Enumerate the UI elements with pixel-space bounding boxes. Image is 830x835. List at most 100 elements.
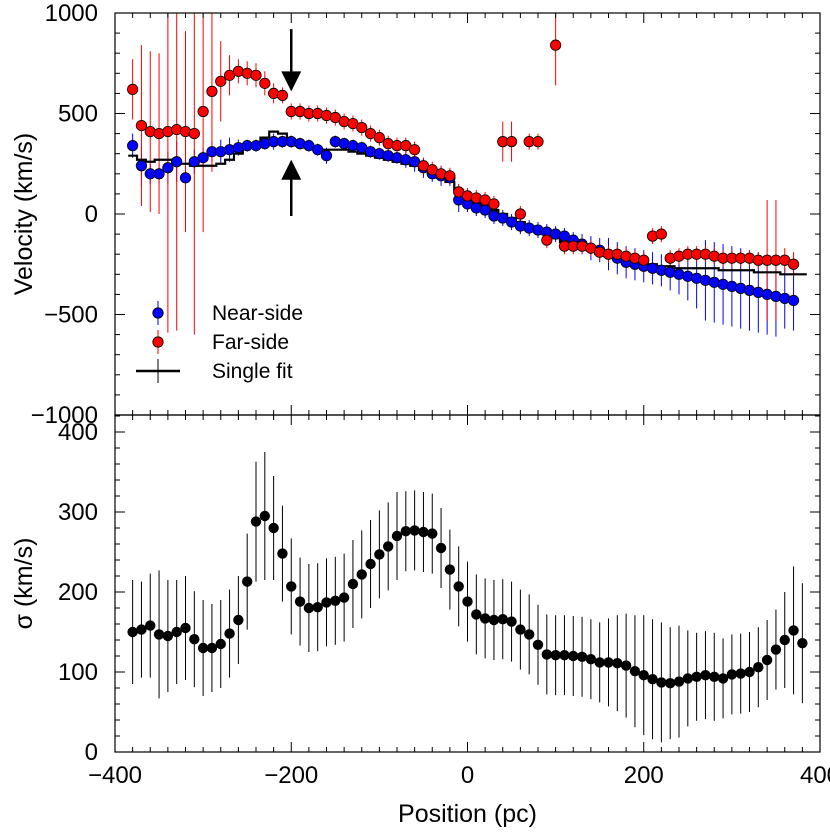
point-sigma (294, 596, 306, 607)
point-sigma (770, 644, 782, 655)
point-sigma (594, 657, 605, 668)
point-far-side (197, 105, 209, 118)
y-tick-label-bottom: 200 (58, 579, 98, 606)
point-far-side (787, 258, 800, 270)
point-sigma (303, 602, 315, 614)
point-sigma (691, 671, 702, 682)
point-sigma (277, 548, 288, 559)
point-sigma (418, 526, 429, 538)
point-near-side (162, 162, 174, 174)
point-near-side (197, 152, 209, 164)
point-sigma (735, 668, 746, 679)
point-sigma (603, 657, 614, 668)
point-sigma (409, 525, 420, 536)
point-sigma (779, 634, 790, 646)
point-sigma (241, 576, 253, 587)
point-sigma (541, 649, 553, 660)
point-sigma (753, 662, 764, 673)
top-panel-marks (127, 13, 807, 337)
point-far-side (356, 121, 368, 134)
point-near-side (153, 168, 165, 180)
point-sigma (250, 516, 262, 527)
point-sigma (612, 658, 623, 669)
point-sigma (215, 638, 226, 650)
point-far-side (550, 39, 562, 51)
point-sigma (559, 650, 570, 661)
point-sigma (444, 564, 456, 575)
point-far-side (505, 136, 518, 148)
point-sigma (153, 629, 165, 640)
x-tick-label: 0 (461, 762, 474, 789)
point-far-side (276, 89, 289, 102)
point-far-side (206, 85, 218, 97)
point-near-side (787, 294, 800, 307)
point-far-side (127, 83, 139, 95)
point-sigma (700, 670, 711, 681)
x-tick-label: −200 (264, 762, 318, 789)
point-sigma (568, 650, 579, 662)
point-sigma (523, 629, 535, 640)
legend-marker-far-side (152, 336, 164, 348)
point-sigma (506, 616, 517, 627)
point-far-side (373, 132, 385, 144)
point-far-side (444, 170, 456, 182)
point-sigma (664, 678, 676, 689)
point-sigma (233, 614, 244, 626)
point-sigma (312, 602, 323, 613)
point-sigma (717, 673, 729, 684)
point-sigma (347, 578, 359, 590)
point-sigma (171, 626, 182, 638)
point-sigma (656, 677, 667, 688)
x-axis-label: Position (pc) (398, 800, 537, 828)
point-far-side (541, 234, 553, 246)
point-near-side (320, 150, 333, 162)
x-tick-label: −400 (88, 762, 142, 789)
y-tick-label-bottom: 0 (85, 739, 98, 766)
point-sigma (391, 530, 403, 542)
point-sigma (497, 614, 508, 625)
point-sigma (453, 581, 464, 592)
arrow-up-head (281, 159, 302, 180)
point-sigma (330, 595, 341, 606)
point-sigma (638, 670, 649, 681)
y-tick-label-top: 1000 (45, 0, 98, 27)
point-sigma (479, 613, 491, 624)
point-near-side (135, 160, 148, 172)
point-sigma (382, 541, 394, 552)
point-sigma (682, 673, 694, 684)
point-sigma (338, 592, 350, 603)
point-sigma (576, 651, 588, 662)
point-sigma (127, 626, 138, 638)
point-sigma (761, 654, 773, 666)
y-tick-label-top: 0 (85, 201, 98, 228)
point-sigma (400, 526, 412, 537)
point-sigma (136, 624, 147, 635)
point-sigma (180, 622, 191, 634)
point-sigma (585, 654, 597, 665)
point-far-side (488, 198, 500, 210)
y-tick-label-top: 500 (58, 101, 98, 128)
point-sigma (673, 676, 685, 687)
point-far-side (514, 208, 526, 220)
point-sigma (435, 542, 447, 554)
point-near-side (179, 172, 192, 184)
point-sigma (744, 666, 755, 678)
point-sigma (726, 669, 738, 680)
point-near-side (312, 144, 324, 156)
point-sigma (197, 642, 209, 654)
y-tick-label-bottom: 100 (58, 659, 98, 686)
point-far-side (259, 77, 271, 89)
point-sigma (365, 558, 376, 570)
x-tick-label: 200 (624, 762, 664, 789)
y-axis-label-top: Velocity (km/s) (10, 133, 38, 296)
point-sigma (206, 642, 218, 654)
legend-label: Near-side (212, 302, 303, 325)
legend-label: Single fit (212, 360, 293, 383)
x-tick-label: 400 (800, 762, 830, 789)
point-far-side (135, 119, 148, 132)
point-sigma (356, 569, 367, 580)
point-sigma (488, 614, 500, 626)
point-near-side (127, 140, 139, 152)
